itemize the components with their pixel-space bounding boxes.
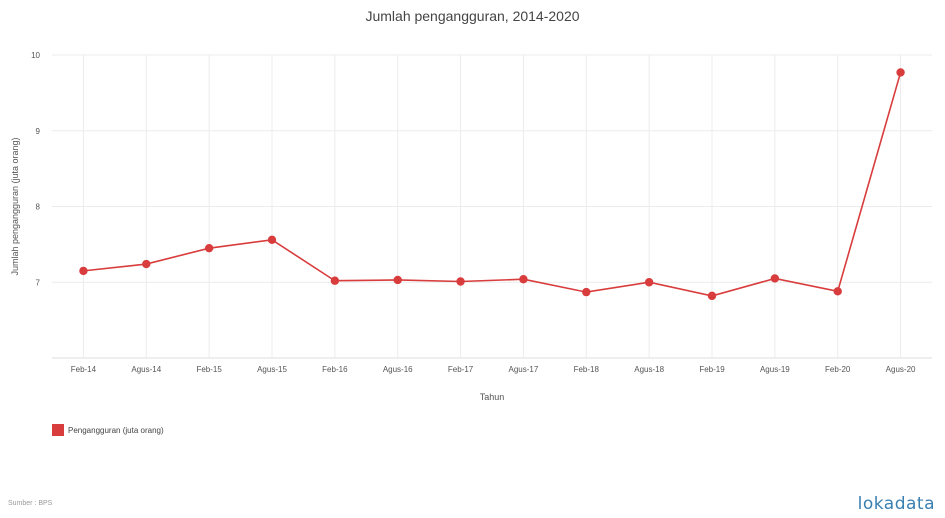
- y-tick-label: 10: [31, 51, 40, 60]
- x-tick-label: Agus-15: [257, 365, 287, 374]
- data-point[interactable]: [142, 259, 151, 269]
- x-axis-ticks: Feb-14 Agus-14 Feb-15 Agus-15 Feb-16 Agus-16 F…: [71, 365, 916, 374]
- data-point[interactable]: [707, 291, 717, 301]
- data-point[interactable]: [204, 243, 214, 253]
- chart-title: Jumlah pengangguran, 2014-2020: [365, 8, 580, 24]
- series-layer: [79, 68, 905, 301]
- x-tick-label: Agus-18: [634, 365, 664, 374]
- x-tick-label: Feb-17: [448, 365, 474, 374]
- y-tick-label: 7: [36, 278, 41, 287]
- y-axis-ticks: 7 8 9 10: [31, 51, 40, 287]
- x-tick-label: Feb-15: [196, 365, 222, 374]
- data-point[interactable]: [456, 277, 465, 286]
- y-axis-title: Jumlah pengangguran (juta orang): [10, 137, 20, 275]
- legend-swatch: [52, 424, 64, 436]
- source-note: Sumber : BPS: [8, 500, 53, 507]
- data-point[interactable]: [833, 287, 842, 296]
- x-tick-label: Agus-19: [760, 365, 790, 374]
- x-tick-label: Feb-16: [322, 365, 348, 374]
- grid-lines: [52, 54, 932, 359]
- brand-logo: lokadata: [857, 494, 935, 514]
- data-point[interactable]: [330, 276, 340, 285]
- data-point[interactable]: [644, 278, 654, 287]
- series-line: [83, 72, 902, 297]
- x-tick-label: Feb-20: [825, 365, 851, 374]
- y-tick-label: 9: [36, 127, 41, 136]
- data-point[interactable]: [770, 274, 780, 283]
- x-tick-label: Agus-14: [131, 365, 161, 374]
- y-tick-label: 8: [36, 203, 41, 212]
- data-point[interactable]: [582, 287, 591, 297]
- data-point[interactable]: [896, 68, 905, 77]
- x-tick-label: Agus-17: [509, 365, 539, 374]
- x-tick-label: Agus-16: [383, 365, 413, 374]
- x-tick-label: Feb-19: [699, 365, 725, 374]
- data-point[interactable]: [79, 266, 88, 276]
- x-axis-title: Tahun: [480, 392, 505, 402]
- x-tick-label: Feb-14: [71, 365, 97, 374]
- legend[interactable]: Pengangguran (juta orang): [52, 424, 164, 436]
- data-point[interactable]: [393, 275, 402, 285]
- data-point[interactable]: [267, 235, 277, 245]
- x-tick-label: Agus-20: [886, 365, 916, 374]
- data-point[interactable]: [519, 275, 528, 284]
- x-tick-label: Feb-18: [574, 365, 600, 374]
- legend-label: Pengangguran (juta orang): [68, 425, 164, 435]
